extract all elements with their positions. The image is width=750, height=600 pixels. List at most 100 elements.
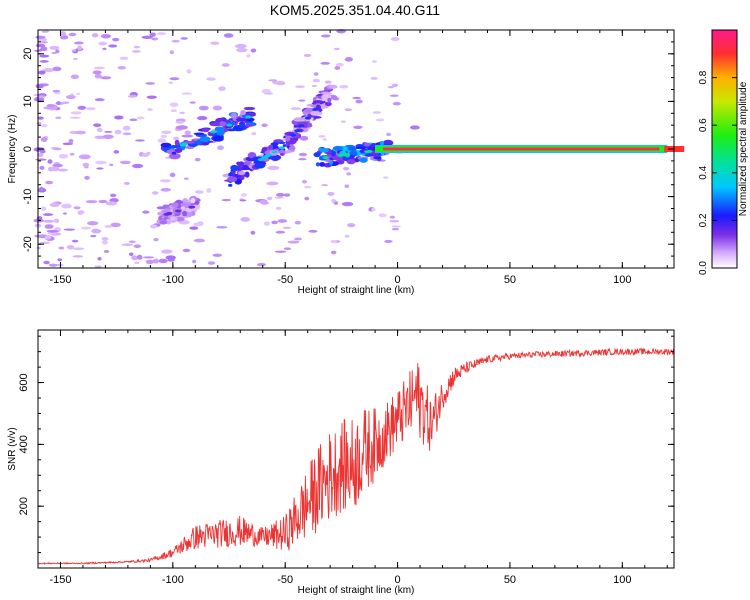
noise-speckle <box>312 78 321 83</box>
noise-speckle <box>129 252 134 256</box>
noise-speckle <box>117 65 126 70</box>
noise-speckle <box>161 249 173 254</box>
noise-speckle <box>46 229 59 233</box>
converging-segment-mark <box>319 161 326 167</box>
noise-speckle <box>344 57 353 62</box>
upper-cluster-peak <box>305 116 312 120</box>
lower-rising-trace-peak <box>271 150 278 154</box>
lower-echo-mark <box>161 209 171 213</box>
noise-speckle <box>46 104 56 108</box>
noise-speckle <box>86 221 99 226</box>
noise-speckle <box>39 60 49 63</box>
noise-speckle <box>212 105 223 111</box>
noise-speckle <box>320 61 331 65</box>
noise-speckle <box>301 179 308 184</box>
noise-speckle <box>389 94 399 97</box>
noise-speckle <box>221 198 232 202</box>
noise-speckle <box>180 37 188 40</box>
noise-speckle <box>101 237 109 241</box>
lower-rising-trace-mark <box>267 156 280 160</box>
lower-rising-trace-mark <box>228 183 233 187</box>
noise-speckle <box>119 160 131 165</box>
noise-speckle <box>77 45 83 51</box>
noise-speckle <box>37 152 44 158</box>
x-tick-label: 0 <box>395 274 401 286</box>
upper-cluster-peak <box>290 133 297 137</box>
noise-speckle <box>72 247 85 251</box>
noise-speckle <box>97 257 102 261</box>
noise-speckle <box>324 80 332 84</box>
y-tick-label: 10 <box>22 95 34 107</box>
noise-speckle <box>158 258 168 264</box>
noise-speckle <box>283 247 292 251</box>
noise-speckle <box>391 225 401 228</box>
noise-speckle <box>197 115 208 121</box>
colorbar-tick-label: 0.6 <box>698 118 709 132</box>
noise-speckle <box>45 180 54 185</box>
noise-speckle <box>146 95 157 99</box>
noise-speckle <box>48 263 58 267</box>
noise-speckle <box>218 86 226 91</box>
noise-speckle <box>198 105 209 111</box>
upper-rising-trace-mark <box>174 139 180 146</box>
snr-frame <box>37 329 675 569</box>
lower-rising-trace-mark <box>244 171 250 178</box>
noise-speckle <box>145 259 154 265</box>
noise-speckle <box>78 154 91 160</box>
converging-segment-mark <box>319 148 329 153</box>
noise-speckle <box>141 35 153 39</box>
noise-speckle <box>193 238 206 243</box>
noise-speckle <box>184 130 191 136</box>
noise-speckle <box>108 44 118 48</box>
noise-speckle <box>69 116 81 119</box>
noise-speckle <box>160 134 168 138</box>
noise-speckle <box>39 241 51 245</box>
noise-speckle <box>250 48 257 53</box>
noise-speckle <box>105 201 118 206</box>
noise-speckle <box>109 193 117 198</box>
noise-speckle <box>334 66 341 70</box>
lower-echo-mark <box>180 206 186 210</box>
noise-speckle <box>331 239 338 244</box>
lower-rising-trace-mark <box>288 145 296 151</box>
converging-segment-mark <box>347 146 357 151</box>
noise-speckle <box>41 41 48 44</box>
noise-speckle <box>47 159 53 164</box>
noise-speckle <box>157 138 167 143</box>
noise-speckle <box>223 33 234 38</box>
noise-speckle <box>391 227 400 231</box>
noise-speckle <box>355 99 363 104</box>
noise-speckle <box>298 158 307 161</box>
noise-speckle <box>52 163 64 168</box>
noise-speckle <box>129 118 138 122</box>
upper-rising-trace-peak <box>245 115 252 119</box>
upper-cluster-mark <box>285 135 291 142</box>
noise-speckle <box>90 234 97 238</box>
y-tick-label: 0 <box>22 146 34 152</box>
noise-speckle <box>299 135 309 141</box>
upper-rising-trace-mark <box>195 139 202 146</box>
noise-speckle <box>283 193 291 197</box>
lower-echo-mark <box>158 215 163 221</box>
noise-speckle <box>43 260 50 265</box>
noise-speckle <box>261 89 271 94</box>
converging-segment-mark <box>373 156 382 160</box>
noise-speckle <box>93 123 102 128</box>
upper-rising-trace-mark <box>243 106 256 111</box>
noise-speckle <box>58 153 69 159</box>
upper-cluster-peak <box>294 129 301 133</box>
noise-speckle <box>282 226 292 229</box>
noise-speckle <box>52 89 61 93</box>
converging-segment-mark <box>313 152 321 158</box>
spectrogram-x-label: Height of straight line (km) <box>298 285 415 296</box>
upper-rising-trace-mark <box>214 126 225 132</box>
noise-speckle <box>173 136 180 141</box>
noise-speckle <box>38 70 46 75</box>
noise-speckle <box>264 221 271 226</box>
noise-speckle <box>275 206 282 210</box>
converging-segment-peak <box>322 156 329 160</box>
noise-speckle <box>372 111 382 114</box>
lower-rising-trace-mark <box>230 164 239 172</box>
colorbar: 0.0 0.2 0.4 0.6 0.8 Normalized spectral ampl… <box>698 29 749 275</box>
noise-speckle <box>39 54 50 58</box>
